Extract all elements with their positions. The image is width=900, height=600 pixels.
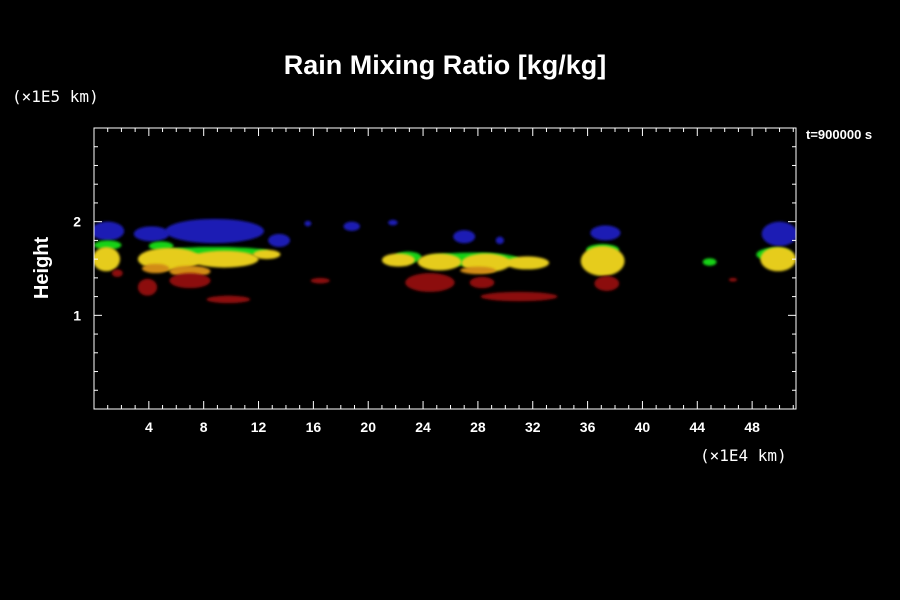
- rain-region-orange: [460, 266, 496, 275]
- rain-region-blue: [495, 236, 504, 245]
- x-tick-label: 24: [415, 419, 431, 435]
- rain-region-red: [405, 273, 455, 292]
- rain-region-yellow: [253, 249, 281, 260]
- x-tick-label: 16: [306, 419, 322, 435]
- x-tick-label: 48: [744, 419, 760, 435]
- rain-region-blue: [343, 221, 360, 232]
- rain-region-yellow: [760, 246, 796, 272]
- rain-region-red: [469, 276, 495, 289]
- rain-region-red: [728, 277, 738, 282]
- rain-region-green: [702, 258, 717, 266]
- x-axis-unit: (×1E4 km): [700, 446, 787, 465]
- rain-region-blue: [590, 225, 621, 241]
- x-tick-label: 40: [635, 419, 651, 435]
- rain-region-blue: [268, 233, 291, 247]
- chart-title: Rain Mixing Ratio [kg/kg]: [284, 50, 607, 80]
- rain-region-blue: [761, 221, 796, 247]
- rain-region-red: [480, 291, 558, 302]
- rain-region-orange: [141, 263, 170, 274]
- y-axis-label: Height: [31, 237, 53, 300]
- rain-region-blue: [388, 219, 398, 226]
- x-tick-label: 4: [145, 419, 153, 435]
- rain-region-yellow: [505, 256, 550, 270]
- rain-region-yellow: [417, 253, 462, 271]
- y-tick-label: 1: [73, 307, 81, 323]
- rain-region-red: [169, 273, 211, 289]
- rain-region-red: [594, 275, 620, 291]
- rain-field: [94, 218, 796, 304]
- axis-ticks: [94, 128, 796, 409]
- time-label: t=900000 s: [806, 127, 872, 142]
- x-tick-label: 28: [470, 419, 486, 435]
- rain-region-yellow: [381, 253, 415, 267]
- rain-region-red: [137, 278, 158, 296]
- rain-region-blue: [304, 220, 312, 227]
- rain-region-red: [310, 277, 330, 284]
- rain-region-red: [206, 295, 251, 304]
- rain-region-red: [111, 269, 123, 277]
- x-tick-label: 8: [200, 419, 208, 435]
- rain-region-blue: [453, 230, 476, 244]
- rain-region-green: [94, 240, 122, 250]
- rain-region-yellow: [580, 246, 625, 276]
- rain-region-orange: [169, 265, 211, 277]
- x-tick-label: 36: [580, 419, 596, 435]
- plot-area: [93, 127, 797, 410]
- rain-region-blue: [165, 218, 265, 244]
- x-tick-label: 32: [525, 419, 541, 435]
- y-tick-label: 2: [73, 214, 81, 230]
- x-tick-label: 20: [360, 419, 376, 435]
- x-tick-label: 44: [689, 419, 705, 435]
- rain-region-blue: [133, 226, 170, 242]
- rain-region-blue: [94, 221, 125, 241]
- plot-frame: [93, 127, 797, 410]
- y-axis-unit: (×1E5 km): [12, 87, 99, 106]
- rain-region-yellow: [189, 250, 259, 268]
- x-tick-label: 12: [251, 419, 267, 435]
- rain-region-yellow: [94, 246, 121, 272]
